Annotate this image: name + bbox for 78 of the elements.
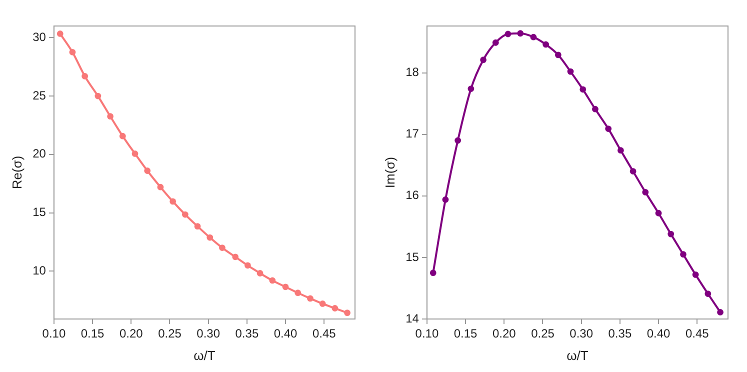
y-tick-label: 16 (406, 188, 420, 202)
point (107, 113, 114, 120)
x-tick-label: 0.20 (492, 326, 516, 341)
point (567, 68, 574, 75)
x-tick-label: 0.35 (608, 326, 632, 341)
x-tick-label: 0.45 (685, 326, 710, 341)
x-tick-label: 0.25 (531, 326, 555, 341)
point (468, 86, 474, 92)
x-tick-label: 0.25 (158, 326, 182, 341)
point (294, 290, 302, 296)
point (618, 147, 624, 154)
point (256, 270, 264, 276)
point (492, 39, 499, 46)
point (244, 262, 251, 269)
point (480, 56, 486, 64)
point (344, 310, 350, 316)
point (530, 34, 537, 40)
point (430, 270, 436, 276)
y-axis-title: Re(σ) (9, 156, 24, 190)
y-tick-label: 14 (406, 311, 420, 326)
point (504, 30, 512, 38)
x-tick-label: 0.15 (454, 326, 478, 341)
point (94, 92, 102, 100)
point (554, 52, 562, 58)
point (655, 210, 662, 216)
point (454, 137, 462, 144)
y-tick-label: 10 (32, 263, 46, 278)
y-tick-label: 25 (32, 88, 46, 102)
point (332, 305, 338, 312)
y-tick-label: 18 (406, 65, 420, 80)
point (442, 196, 449, 203)
x-tick-label: 0.35 (235, 326, 259, 341)
point (580, 86, 586, 93)
point (680, 251, 686, 258)
x-axis-title: ω/T (194, 348, 216, 363)
point (717, 309, 724, 316)
point (269, 277, 276, 284)
x-tick-label: 0.10 (42, 326, 66, 341)
x-tick-label: 0.40 (274, 326, 298, 341)
point (182, 211, 188, 218)
point (69, 48, 76, 56)
point (206, 234, 214, 241)
x-axis-title: ω/T (566, 348, 588, 363)
point (194, 223, 201, 230)
point (630, 168, 636, 174)
point (319, 300, 326, 307)
point (144, 168, 151, 174)
y-tick-label: 17 (406, 126, 420, 141)
point (82, 72, 88, 80)
point (542, 41, 550, 48)
x-tick-label: 0.10 (415, 326, 439, 341)
point (592, 106, 598, 112)
point (668, 230, 674, 238)
point (282, 284, 289, 290)
point (56, 30, 64, 37)
point (232, 254, 239, 260)
y-tick-label: 15 (406, 250, 420, 264)
y-tick-label: 20 (32, 146, 46, 161)
x-tick-label: 0.45 (312, 326, 336, 341)
x-tick-label: 0.40 (646, 326, 671, 341)
point (517, 30, 524, 37)
point (219, 244, 226, 251)
point (704, 290, 712, 297)
point (692, 271, 699, 278)
point (605, 126, 612, 132)
y-tick-label: 30 (32, 30, 46, 44)
point (119, 132, 126, 140)
point (307, 295, 314, 302)
point (170, 198, 176, 205)
point (157, 184, 164, 190)
x-tick-label: 0.15 (80, 326, 105, 341)
point (132, 150, 138, 157)
x-tick-label: 0.20 (119, 326, 144, 341)
y-tick-label: 15 (32, 205, 46, 220)
point (642, 189, 649, 196)
y-axis-title: Im(σ) (382, 156, 398, 188)
x-tick-label: 0.30 (196, 326, 220, 341)
x-tick-label: 0.30 (570, 326, 594, 341)
